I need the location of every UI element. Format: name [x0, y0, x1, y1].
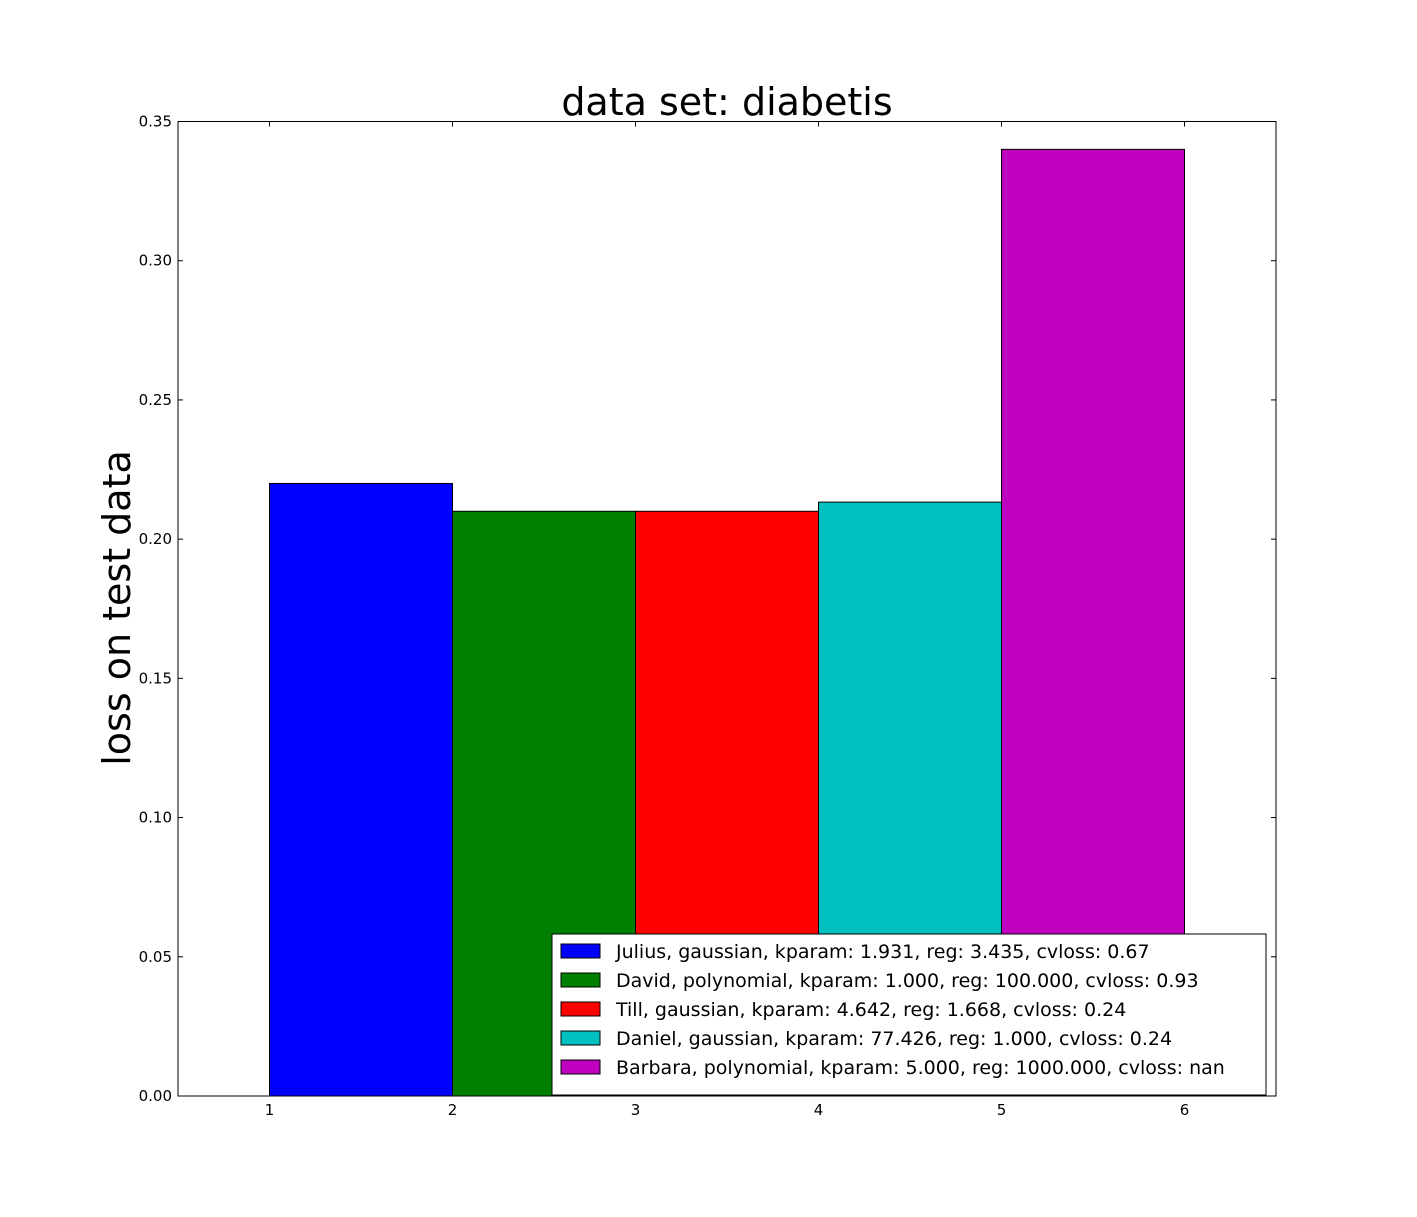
legend: Julius, gaussian, kparam: 1.931, reg: 3.…: [551, 933, 1267, 1096]
legend-label-2: David, polynomial, kparam: 1.000, reg: 1…: [616, 970, 1199, 992]
bar-1: [269, 482, 453, 1097]
legend-swatch-4: [560, 1030, 601, 1046]
y-tick-label: 0.00: [139, 1087, 172, 1105]
y-tick-label: 0.05: [139, 948, 172, 966]
y-axis-label: loss on test data: [95, 450, 139, 766]
y-tick-label: 0.20: [139, 530, 172, 548]
y-tick-label: 0.25: [139, 391, 172, 409]
legend-box: [551, 933, 1267, 1096]
legend-label-1: Julius, gaussian, kparam: 1.931, reg: 3.…: [615, 941, 1150, 963]
plot-frame: [177, 121, 1277, 1097]
ticks-group: 1 2 3 4 5 6 0.00 0.05 0.10 0.15 0.20 0.25 0.30 0.35: [139, 113, 1276, 1119]
y-tick-label: 0.15: [139, 669, 172, 687]
legend-swatch-3: [560, 1001, 601, 1017]
y-tick-label: 0.30: [139, 252, 172, 270]
legend-swatch-5: [560, 1059, 601, 1075]
x-tick-label: 6: [1180, 1101, 1190, 1119]
legend-label-5: Barbara, polynomial, kparam: 5.000, reg:…: [616, 1057, 1225, 1079]
legend-swatch-1: [560, 943, 601, 959]
chart-title: data set: diabetis: [561, 80, 892, 124]
x-tick-label: 2: [448, 1101, 458, 1119]
legend-swatch-2: [560, 972, 601, 988]
x-tick-label: 1: [265, 1101, 275, 1119]
legend-label-3: Till, gaussian, kparam: 4.642, reg: 1.66…: [615, 999, 1126, 1021]
x-tick-label: 4: [814, 1101, 824, 1119]
x-tick-label: 5: [997, 1101, 1007, 1119]
y-tick-label: 0.10: [139, 809, 172, 827]
legend-label-4: Daniel, gaussian, kparam: 77.426, reg: 1…: [616, 1028, 1172, 1050]
x-tick-label: 3: [631, 1101, 641, 1119]
y-tick-label: 0.35: [139, 113, 172, 131]
